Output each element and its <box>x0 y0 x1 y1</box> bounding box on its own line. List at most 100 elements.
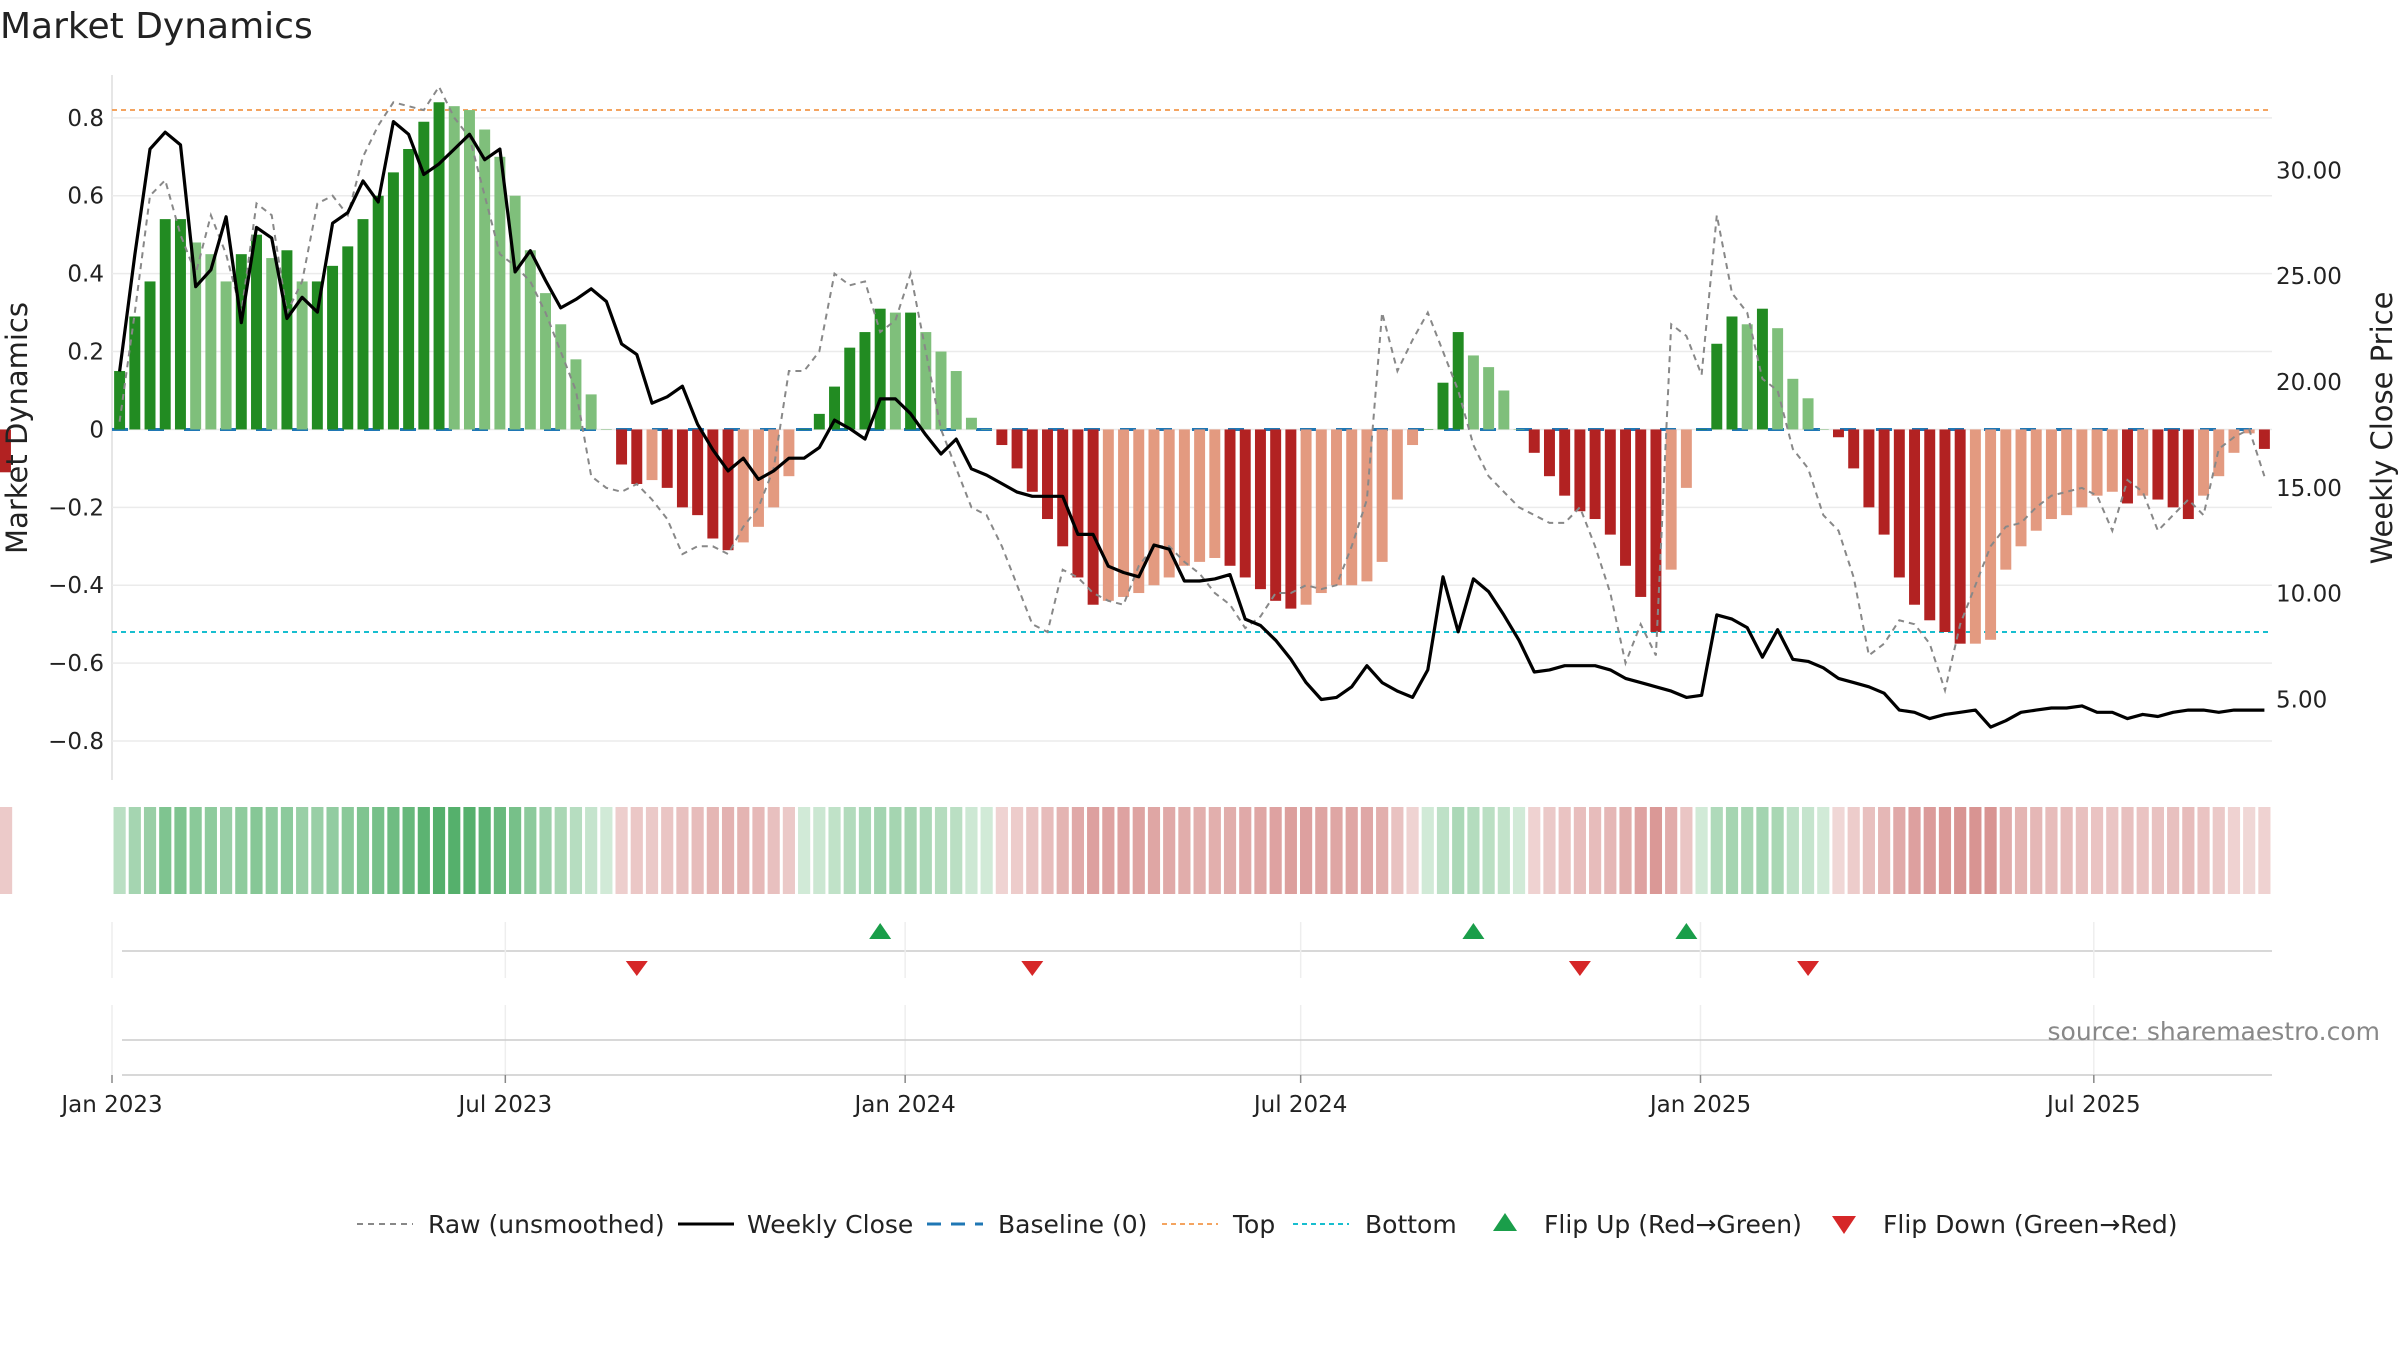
dynamics-bar <box>1087 429 1099 605</box>
regime-strip-cell <box>1741 807 1754 894</box>
flip-up-marker <box>1675 923 1698 939</box>
regime-strip-cell <box>1619 807 1632 894</box>
regime-strip-cell <box>356 807 370 894</box>
legend-flip-down-marker <box>1832 1216 1856 1234</box>
regime-strip-cell <box>0 807 13 894</box>
flip-up-marker <box>1462 923 1485 939</box>
regime-strip-cell <box>1269 807 1282 894</box>
regime-strip-cell <box>2136 807 2149 894</box>
x-tick-label: Jul 2023 <box>457 1092 553 1118</box>
dynamics-bar <box>2091 429 2103 496</box>
dynamics-bar <box>1270 429 1282 601</box>
regime-strip-cell <box>1832 807 1845 894</box>
dynamics-bar <box>1026 429 1038 492</box>
regime-strip-cell <box>296 807 309 894</box>
regime-strip-cell <box>1786 807 1799 894</box>
left-axis-ticks: 0.8 0.6 0.4 0.2 0 −0.2 −0.4 −0.6 −0.8 <box>48 106 104 755</box>
dynamics-bar <box>798 429 810 430</box>
dynamics-bar <box>981 429 993 430</box>
dynamics-bar <box>1057 429 1069 547</box>
legend-close-label: Weekly Close <box>747 1210 913 1239</box>
regime-strip-cell <box>235 807 248 894</box>
regime-strip-cell <box>1984 807 1997 894</box>
dynamics-bar <box>1452 332 1464 430</box>
regime-strip-cell <box>2014 807 2028 894</box>
dynamics-bar <box>2167 429 2179 508</box>
regime-strip-cell <box>493 807 506 894</box>
regime-strip-cell <box>265 807 278 894</box>
raw-series-line <box>118 84 2266 695</box>
dynamics-bar <box>403 149 415 430</box>
regime-strip-cell <box>1969 807 1982 894</box>
dynamics-bar <box>1863 429 1875 508</box>
dynamics-bar <box>1072 429 1084 578</box>
regime-strip-cell <box>1239 807 1252 894</box>
regime-strip-cell <box>143 807 157 894</box>
dynamics-bar <box>311 281 323 430</box>
regime-strip-cell <box>721 807 735 894</box>
dynamics-bar <box>1726 316 1738 430</box>
regime-strip-cell <box>2106 807 2119 894</box>
dynamics-bar <box>1939 429 1951 632</box>
regime-strip-cell <box>1467 807 1480 894</box>
regime-strip-cell <box>706 807 719 894</box>
dynamics-bar <box>1042 429 1053 520</box>
flip-up-marker <box>869 923 892 939</box>
dynamics-bar <box>448 106 460 430</box>
regime-strip-cell <box>417 807 430 894</box>
regime-strip-cell <box>813 807 826 894</box>
dynamics-bar <box>1209 429 1221 558</box>
regime-strip-cell <box>1223 807 1237 894</box>
left-tick-label: −0.8 <box>48 729 104 755</box>
x-tick-label: Jan 2023 <box>59 1092 162 1118</box>
regime-strip-cell <box>189 807 202 894</box>
regime-strip-cell <box>2090 807 2104 894</box>
dynamics-bar <box>281 250 293 430</box>
dynamics-bar <box>463 110 475 430</box>
regime-strip-cell <box>524 807 537 894</box>
dynamics-bar <box>1665 429 1677 570</box>
regime-strip-cell <box>585 807 598 894</box>
regime-strip-cell <box>2243 807 2256 894</box>
source-label: source: sharemaestro.com <box>2048 1017 2381 1046</box>
dynamics-bar <box>1102 429 1114 601</box>
regime-strip-cell <box>1878 807 1891 894</box>
regime-strip-cell <box>676 807 689 894</box>
regime-strip-cell <box>220 807 233 894</box>
regime-strip-cell <box>1710 807 1723 894</box>
regime-strip-cell <box>858 807 872 894</box>
dynamics-bar <box>1513 429 1525 430</box>
dynamics-bar <box>692 429 704 516</box>
dynamics-bar <box>1300 429 1312 605</box>
regime-strip-cell <box>1756 807 1769 894</box>
dynamics-bar <box>2182 429 2194 520</box>
legend-baseline-label: Baseline (0) <box>998 1210 1147 1239</box>
regime-strip-cell <box>828 807 841 894</box>
right-tick-label: 25.00 <box>2276 264 2342 290</box>
dynamics-bar <box>1680 429 1692 488</box>
regime-strip-cell <box>1452 807 1465 894</box>
regime-strip-cell <box>2151 807 2164 894</box>
dynamics-bar <box>996 429 1008 446</box>
dynamics-bar <box>1407 429 1419 446</box>
dynamics-bar <box>585 394 597 430</box>
dynamics-bar <box>1802 398 1814 430</box>
legend-raw-label: Raw (unsmoothed) <box>428 1210 665 1239</box>
dynamics-bar <box>1574 429 1586 512</box>
regime-strip-cell <box>341 807 354 894</box>
dynamics-bar <box>1772 328 1784 430</box>
regime-strip-cell <box>1938 807 1952 894</box>
dynamics-bar <box>889 312 901 430</box>
dynamics-bar <box>327 265 339 430</box>
dynamics-bar <box>114 371 126 430</box>
dynamics-bar <box>555 324 567 430</box>
legend-flip-down-label: Flip Down (Green→Red) <box>1883 1210 2178 1239</box>
right-axis-title: Weekly Close Price <box>2365 292 2399 565</box>
left-tick-label: 0.4 <box>67 262 104 288</box>
left-axis-title: Market Dynamics <box>0 302 34 554</box>
dynamics-bar <box>1635 429 1647 597</box>
regime-strip-cell <box>554 807 567 894</box>
dynamics-bar <box>129 316 141 430</box>
dynamics-bar <box>540 293 551 430</box>
regime-strip-cell <box>1406 807 1419 894</box>
